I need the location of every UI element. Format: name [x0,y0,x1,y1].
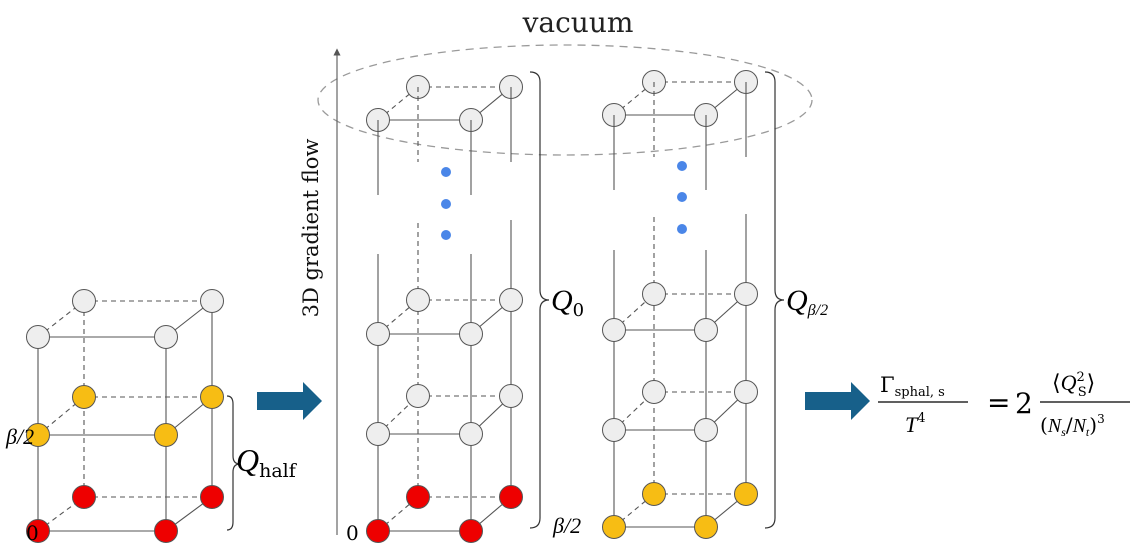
red-node [499,485,523,509]
q-half-symbol: Q [236,442,259,478]
grey-node [26,325,50,349]
yellow-node [200,385,224,409]
lattice-middle [366,75,523,543]
grey-node [499,384,523,408]
arrow-right-to-formula [805,382,870,420]
grey-node [694,318,718,342]
flow-dot [677,192,687,202]
left-beta-half-label: β/2 [5,424,34,449]
grey-node [200,289,224,313]
q-zero-subscript: 0 [573,300,584,321]
grey-node [72,289,96,313]
yellow-node [734,482,758,506]
q-zero-label: Q0 [551,284,584,321]
formula-gamma: Γsphal, s [880,373,945,400]
red-node [406,485,430,509]
q-beta-half-label: Qβ/2 [786,284,828,319]
formula-two: 2 [1015,387,1033,420]
red-node [200,485,224,509]
grey-node [602,318,626,342]
q-half-label: Qhalf [236,442,298,482]
grey-node [602,418,626,442]
right-beta-half-label: β/2 [552,513,581,538]
flow-axis-label: 3D gradient flow [299,139,323,318]
grey-node [734,380,758,404]
sphaleron-formula: Γsphal, s T4 = 2 ⟨Q2 S⟩ (Ns/Nt)3 [878,370,1130,439]
q-beta-half-symbol: Q [786,284,808,317]
flow-dot [441,167,451,177]
grey-node [366,422,390,446]
arrow-left-to-middle [257,382,322,420]
grey-node [642,282,666,306]
grey-node [734,282,758,306]
q-half-subscript: half [259,460,298,482]
yellow-node [642,482,666,506]
yellow-node [72,385,96,409]
formula-T: T4 [905,411,926,437]
yellow-node [694,515,718,539]
grey-node [499,288,523,312]
grey-node [459,422,483,446]
formula-equals: = [987,386,1010,419]
grey-node [366,322,390,346]
brace-q-zero [529,71,550,529]
brace-q-beta-half [764,71,785,529]
flow-dot [677,224,687,234]
vacuum-label: vacuum [522,6,634,39]
red-node [366,519,390,543]
grey-node [642,380,666,404]
flow-dot [441,230,451,240]
flow-dot [677,161,687,171]
lattice-left [26,289,224,543]
middle-zero-label: 0 [346,521,359,543]
q-zero-symbol: Q [551,284,573,317]
yellow-node [602,515,626,539]
red-node [154,519,178,543]
vacuum-ellipse [317,44,813,156]
brace-q-half [226,395,241,531]
grey-node [694,418,718,442]
grey-node [154,325,178,349]
q-beta-half-subscript: β/2 [807,302,828,319]
red-node [72,485,96,509]
formula-denominator: (Ns/Nt)3 [1040,412,1105,439]
yellow-node [26,423,50,447]
flow-dot [441,199,451,209]
yellow-node [154,423,178,447]
red-node [459,519,483,543]
lattice-right [602,70,758,539]
grey-node [459,322,483,346]
grey-node [406,384,430,408]
grey-node [406,288,430,312]
left-zero-label: 0 [26,521,39,543]
formula-numerator: ⟨Q2 S⟩ [1052,370,1095,400]
